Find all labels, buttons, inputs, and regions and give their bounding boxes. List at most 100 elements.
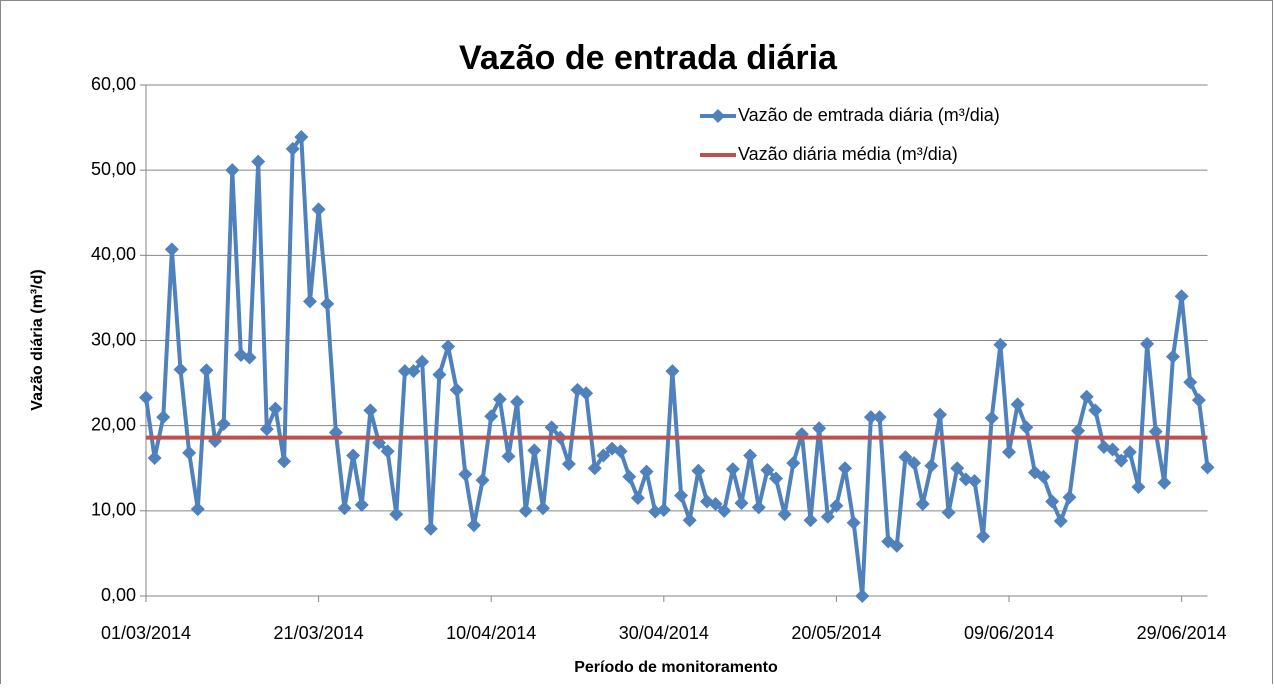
- data-point: [691, 463, 706, 478]
- y-tick-label: 60,00: [91, 74, 136, 94]
- y-tick-label: 50,00: [91, 159, 136, 179]
- data-point: [225, 163, 240, 178]
- data-point: [1045, 494, 1060, 509]
- data-point: [139, 390, 153, 405]
- data-point: [1148, 424, 1163, 439]
- data-point: [561, 456, 576, 471]
- data-point: [1105, 442, 1120, 457]
- y-tick-label: 30,00: [91, 329, 136, 349]
- data-point: [587, 461, 602, 476]
- data-point: [156, 410, 171, 425]
- data-point: [380, 444, 395, 459]
- data-point: [803, 513, 818, 528]
- x-tick-label: 01/03/2014: [101, 623, 191, 643]
- data-point: [1191, 393, 1206, 408]
- data-point: [984, 411, 999, 426]
- data-point: [510, 394, 525, 409]
- data-point: [1165, 349, 1180, 364]
- data-point: [579, 386, 594, 401]
- data-point: [432, 367, 447, 382]
- data-point: [829, 498, 844, 513]
- chart-title: Vazão de entrada diária: [459, 39, 838, 77]
- data-point: [363, 403, 378, 418]
- x-tick-label: 29/06/2014: [1137, 623, 1227, 643]
- y-axis-label: Vazão diária (m³/d): [29, 269, 46, 410]
- data-point: [1200, 460, 1215, 475]
- data-point: [596, 448, 611, 463]
- data-point: [872, 410, 887, 425]
- data-point: [898, 450, 913, 465]
- data-point: [354, 497, 369, 512]
- data-point: [889, 538, 904, 553]
- data-line: [144, 135, 1210, 598]
- data-point: [639, 464, 654, 479]
- data-point: [259, 422, 274, 437]
- data-point: [346, 448, 361, 463]
- data-point: [1036, 469, 1051, 484]
- data-point: [708, 497, 723, 512]
- data-point: [475, 473, 490, 488]
- data-point: [173, 362, 188, 377]
- data-point: [993, 337, 1008, 352]
- data-point: [932, 407, 947, 422]
- data-point: [242, 350, 257, 365]
- data-point: [1131, 479, 1146, 494]
- x-axis-label: Período de monitoramento: [574, 659, 778, 676]
- y-tick-label: 10,00: [91, 500, 136, 520]
- x-tick-label: 30/04/2014: [619, 623, 709, 643]
- data-point: [1079, 389, 1094, 404]
- data-point: [786, 456, 801, 471]
- x-tick-label: 21/03/2014: [274, 623, 364, 643]
- data-point: [518, 503, 533, 518]
- data-point: [406, 364, 421, 379]
- data-point: [544, 420, 559, 435]
- data-point: [492, 392, 507, 407]
- data-point: [1174, 289, 1189, 304]
- data-point: [190, 502, 205, 517]
- data-point: [302, 294, 317, 309]
- data-point: [1071, 423, 1086, 438]
- data-point: [182, 445, 197, 460]
- data-point: [164, 242, 179, 257]
- data-point: [458, 467, 473, 482]
- data-point: [449, 382, 464, 397]
- data-point: [760, 462, 775, 477]
- x-tick-label: 20/05/2014: [791, 623, 881, 643]
- data-point: [855, 589, 870, 603]
- data-point: [320, 296, 335, 311]
- data-point: [397, 364, 412, 379]
- data-point: [743, 448, 758, 463]
- data-point: [656, 502, 671, 517]
- data-point: [976, 529, 991, 544]
- data-point: [1053, 514, 1068, 529]
- data-point: [967, 474, 982, 489]
- y-tick-label: 40,00: [91, 244, 136, 264]
- data-point: [838, 461, 853, 476]
- data-point: [527, 443, 542, 458]
- data-point: [734, 496, 749, 511]
- y-tick-label: 20,00: [91, 414, 136, 434]
- data-point: [1088, 403, 1103, 418]
- data-point: [268, 401, 283, 416]
- data-point: [1002, 445, 1017, 460]
- data-point: [1114, 453, 1129, 468]
- data-point: [277, 454, 292, 469]
- data-point: [484, 409, 499, 424]
- data-point: [820, 509, 835, 524]
- data-point: [294, 129, 309, 144]
- data-point: [216, 416, 231, 431]
- data-point: [717, 503, 732, 518]
- data-point: [941, 505, 956, 520]
- data-point: [674, 488, 689, 503]
- data-point: [907, 456, 922, 471]
- data-point: [915, 497, 930, 512]
- data-point: [147, 451, 162, 466]
- data-point: [466, 518, 481, 533]
- data-point: [415, 354, 430, 369]
- legend-label: Vazão de emtrada diária (m³/dia): [738, 105, 1000, 125]
- data-point: [423, 521, 438, 536]
- x-tick-label: 10/04/2014: [446, 623, 536, 643]
- data-point: [1062, 490, 1077, 505]
